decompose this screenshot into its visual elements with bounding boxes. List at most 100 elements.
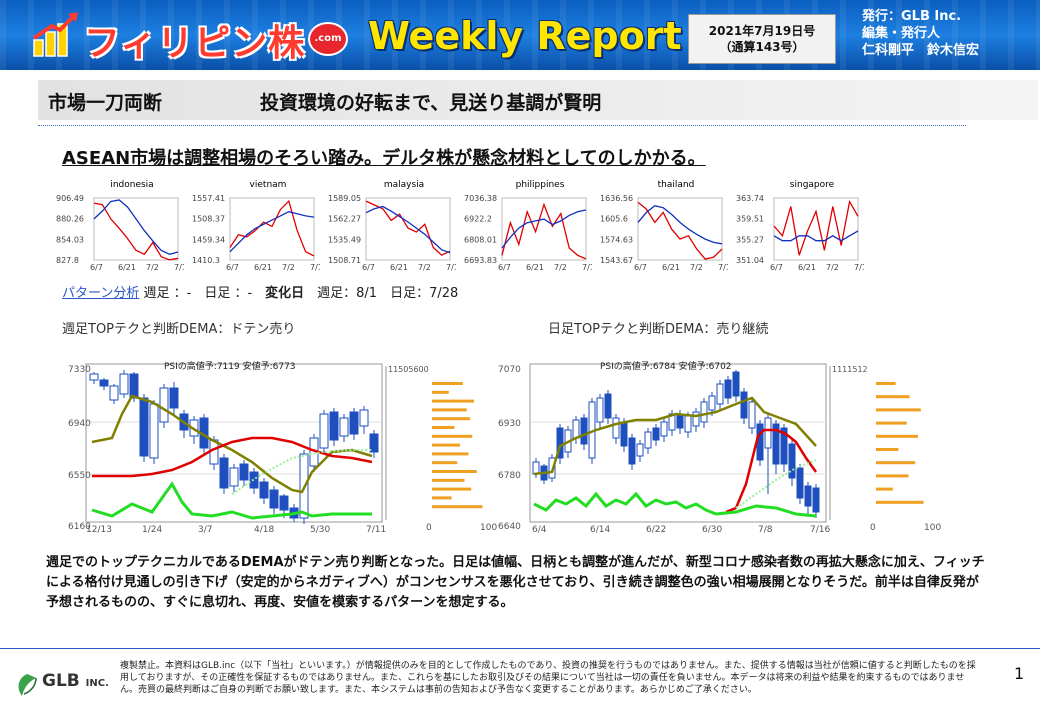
- mini-chart-red-line: [365, 200, 451, 256]
- mini-chart-ytick: 1589.05: [328, 194, 361, 203]
- mini-chart-ytick: 351.04: [736, 256, 764, 265]
- weekly-ytick-4: 6160: [68, 522, 91, 532]
- mini-chart-frame: [773, 197, 859, 261]
- daily-xtick-1: 6/4: [532, 525, 547, 534]
- mini-chart-xtick: 6/21: [662, 263, 680, 272]
- mini-chart-ytick: 6922.2: [464, 215, 492, 224]
- daily-chart-title: 日足TOPテクと判断DEMA：売り継続: [548, 322, 769, 337]
- change-day-label: 変化日: [265, 286, 305, 301]
- market-subheading: ASEAN市場は調整相場のそろい踏み。デルタ株が懸念材料としてのしかかる。: [62, 148, 706, 169]
- publisher-line-1: 発行：GLB Inc.: [862, 9, 962, 24]
- mini-chart-xtick: 6/21: [254, 263, 272, 272]
- mini-chart-xtick: 6/21: [526, 263, 544, 272]
- volume-bar: [432, 452, 469, 456]
- daily-psi-label: PSIの高値予:6784 安値予:6702: [600, 360, 732, 372]
- pattern-analysis-link[interactable]: パターン分析: [62, 286, 140, 301]
- mini-chart-blue-line: [773, 230, 859, 242]
- daily-xtick-4: 6/30: [702, 525, 722, 534]
- mini-chart-red-line: [229, 199, 315, 257]
- com-badge: .com: [308, 22, 348, 56]
- daily-xtick-6: 7/16: [810, 525, 830, 534]
- weekly-xtick-6: 7/11: [366, 525, 386, 534]
- weekly-volume-bars: [432, 382, 483, 509]
- volume-bar: [432, 496, 452, 500]
- mini-chart-xtick: 6/7: [90, 263, 103, 272]
- weekly-volume-axis-max: 100: [480, 523, 497, 533]
- mini-chart-xtick: 7/2: [554, 263, 567, 272]
- mini-chart-ytick: 6693.83: [464, 256, 497, 265]
- weekly-ytick-3: 6550: [68, 471, 91, 481]
- mini-chart-ytick: 355.27: [736, 235, 764, 244]
- glb-company-name: GLB: [42, 671, 80, 691]
- mini-chart-xtick: 7/16: [582, 263, 592, 272]
- daily-volume-bars: [876, 382, 924, 504]
- mini-chart-vietnam: vietnam 1557.41 1508.37 1459.34 1410.3 6/7 6/2…: [192, 180, 320, 272]
- volume-bar: [432, 382, 463, 385]
- daily-ytick-4: 6640: [498, 522, 521, 532]
- mini-chart-xtick: 6/7: [362, 263, 375, 272]
- mini-chart-xtick: 7/16: [854, 263, 864, 272]
- section-title-bar: 市場一刀両断 投資環境の好転まで、見送り基調が賢明: [38, 80, 1038, 120]
- weekly-candlestick-chart: 7330 6940 6550 6160 PSIの高値予:7119 安値予:677…: [68, 360, 497, 534]
- weekly-xtick-1: 12/13: [86, 525, 112, 534]
- mini-chart-philippines: philippines7036.386922.26808.016693.836/…: [464, 180, 592, 272]
- volume-bar: [876, 461, 916, 465]
- mini-chart-ytick: 827.8: [56, 256, 79, 265]
- volume-bar: [432, 417, 471, 421]
- mini-chart-ytick: 854.03: [56, 235, 84, 244]
- header-stripes: [0, 0, 1040, 70]
- volume-bar: [432, 399, 474, 403]
- mini-chart-blue-line: [365, 205, 451, 254]
- mini-chart-red-line: [773, 199, 859, 256]
- mini-chart-xtick: 7/2: [146, 263, 159, 272]
- daily-ytick-2: 6930: [498, 419, 521, 429]
- mini-chart-frame: [229, 197, 315, 261]
- mini-chart-blue-line: [229, 211, 315, 253]
- rising-chart-logo-icon: [32, 12, 78, 57]
- mini-chart-xtick: 7/2: [826, 263, 839, 272]
- mini-chart-ytick: 1605.6: [600, 215, 628, 224]
- daily-xtick-2: 6/14: [590, 525, 610, 534]
- volume-bar: [432, 505, 483, 509]
- daily-candlestick-chart: 7070 6930 6780 6640 PSIの高値予:6784 安値予:670…: [498, 360, 941, 534]
- volume-bar: [432, 390, 449, 394]
- daily-ytick-3: 6780: [498, 471, 521, 481]
- volume-bar: [876, 500, 924, 504]
- volume-bar: [432, 487, 472, 491]
- volume-bar: [876, 474, 909, 478]
- issue-date-box: 2021年7月19日号 （通算143号）: [688, 14, 836, 64]
- weekly-volume-axis-min: 0: [426, 523, 432, 533]
- mini-chart-frame: [637, 197, 723, 261]
- publisher-info: 発行：GLB Inc. 編集・発行人 仁科剛平 鈴木信宏: [862, 8, 1038, 59]
- glb-company-suffix: INC.: [85, 678, 109, 689]
- daily-volume-max: 1111512: [832, 365, 868, 374]
- mini-chart-ytick: 1508.71: [328, 256, 361, 265]
- disclaimer-text: 複製禁止。本資料はGLB.inc（以下「当社」といいます。）が情報提供のみを目的…: [120, 661, 976, 695]
- mini-chart-ytick: 359.51: [736, 215, 764, 224]
- volume-bar: [876, 434, 918, 438]
- mini-chart-ytick: 1410.3: [192, 256, 220, 265]
- daily-volume-axis-max: 100: [924, 523, 941, 533]
- volume-bar: [432, 470, 477, 473]
- mini-chart-ytick: 1508.37: [192, 215, 225, 224]
- report-header: フィリピン株 .com Weekly Report 2021年7月19日号 （通…: [0, 0, 1040, 70]
- mini-chart-title: philippines: [516, 180, 565, 190]
- mini-chart-ytick: 363.74: [736, 194, 764, 203]
- mini-chart-xtick: 7/16: [718, 263, 728, 272]
- publisher-line-3: 仁科剛平 鈴木信宏: [862, 43, 980, 58]
- mini-chart-ytick: 1562.27: [328, 215, 361, 224]
- mini-chart-singapore: singapore 363.74 359.51 355.27 351.04 6/7 6/21…: [736, 180, 864, 272]
- daily-xtick-5: 7/8: [758, 525, 773, 534]
- mini-chart-ytick: 6808.01: [464, 235, 497, 244]
- mini-chart-thailand: thailand 1636.56 1605.6 1574.63 1543.676/7 6/…: [600, 180, 728, 272]
- mini-chart-ytick: 1543.67: [600, 256, 633, 265]
- mini-chart-xtick: 6/21: [798, 263, 816, 272]
- mini-chart-title: thailand: [658, 180, 695, 190]
- mini-chart-frame: [93, 197, 179, 261]
- mini-chart-malaysia: malaysia 1589.05 1562.27 1535.49 1508.716/7 6…: [328, 180, 456, 272]
- issue-date: 2021年7月19日号: [708, 24, 816, 38]
- mini-chart-title: vietnam: [250, 180, 287, 190]
- mini-chart-xtick: 7/16: [446, 263, 456, 272]
- mini-chart-xtick: 6/21: [118, 263, 136, 272]
- pattern-weekly-daily: 週足 ：- 日足 ：-: [139, 286, 266, 301]
